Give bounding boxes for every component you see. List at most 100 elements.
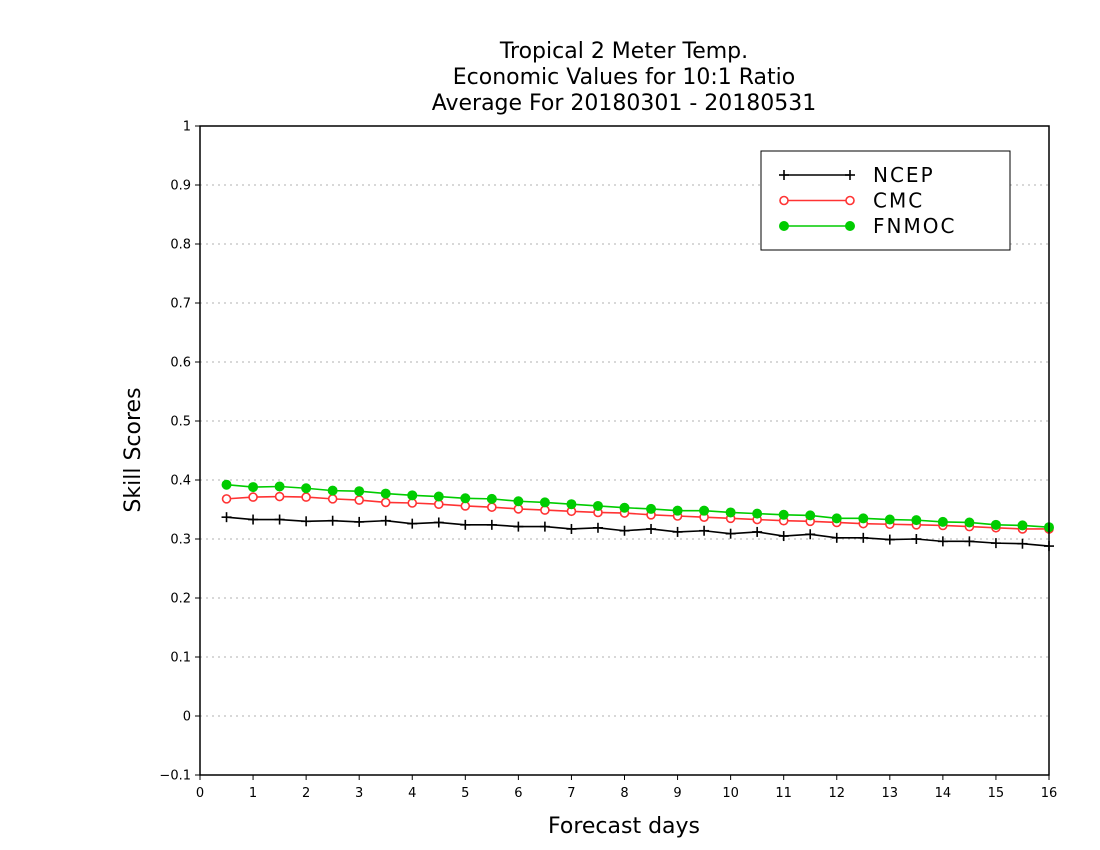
data-point-fnmoc bbox=[672, 505, 683, 516]
series-layer bbox=[221, 479, 1054, 552]
data-point-fnmoc bbox=[354, 486, 365, 497]
data-point-fnmoc bbox=[248, 482, 259, 493]
data-point-fnmoc bbox=[699, 505, 710, 516]
data-point-fnmoc bbox=[778, 509, 789, 520]
data-point-ncep bbox=[778, 531, 789, 542]
data-point-fnmoc bbox=[274, 481, 285, 492]
legend-marker bbox=[779, 195, 789, 206]
data-point-ncep bbox=[725, 528, 736, 539]
data-point-ncep bbox=[407, 518, 418, 529]
x-tick-label: 9 bbox=[673, 786, 681, 801]
data-point-ncep bbox=[460, 519, 471, 530]
y-tick-label: 0.1 bbox=[170, 651, 191, 666]
data-point-fnmoc bbox=[460, 493, 471, 504]
data-point-fnmoc bbox=[725, 507, 736, 518]
data-point-ncep bbox=[831, 532, 842, 543]
data-point-fnmoc bbox=[539, 497, 550, 508]
data-point-ncep bbox=[884, 534, 895, 545]
data-point-ncep bbox=[672, 526, 683, 537]
data-point-fnmoc bbox=[1017, 520, 1028, 531]
data-point-ncep bbox=[1017, 538, 1028, 549]
data-point-ncep bbox=[274, 514, 285, 525]
data-point-cmc bbox=[274, 491, 285, 502]
x-tick-label: 16 bbox=[1041, 786, 1058, 801]
data-point-ncep bbox=[513, 521, 524, 532]
data-point-fnmoc bbox=[301, 483, 312, 494]
legend-box bbox=[760, 150, 1011, 251]
data-point-ncep bbox=[619, 525, 630, 536]
data-point-ncep bbox=[858, 532, 869, 543]
chart-title-line-1: Tropical 2 Meter Temp. bbox=[499, 39, 748, 64]
data-point-ncep bbox=[752, 526, 763, 537]
data-point-fnmoc bbox=[858, 513, 869, 524]
legend-marker bbox=[779, 170, 789, 180]
chart-title-line-3: Average For 20180301 - 20180531 bbox=[432, 91, 817, 116]
y-tick-label: 0.9 bbox=[170, 179, 191, 194]
x-tick-label: 0 bbox=[196, 786, 204, 801]
data-point-ncep bbox=[248, 514, 259, 525]
x-tick-label: 7 bbox=[567, 786, 575, 801]
data-point-fnmoc bbox=[884, 514, 895, 525]
data-point-ncep bbox=[433, 517, 444, 528]
data-point-ncep bbox=[380, 515, 391, 526]
data-point-fnmoc bbox=[752, 508, 763, 519]
data-point-ncep bbox=[699, 525, 710, 536]
data-point-fnmoc bbox=[990, 519, 1001, 530]
series-ncep bbox=[221, 512, 1054, 552]
data-point-fnmoc bbox=[566, 499, 577, 510]
x-tick-label: 13 bbox=[882, 786, 899, 801]
x-tick-label: 6 bbox=[514, 786, 522, 801]
data-point-cmc bbox=[487, 502, 497, 512]
data-point-ncep bbox=[937, 536, 948, 547]
data-point-fnmoc bbox=[380, 488, 391, 499]
legend-marker bbox=[845, 221, 855, 231]
y-tick-label: 0.3 bbox=[170, 533, 191, 548]
grid-lines bbox=[200, 184, 1049, 717]
x-tick-label: 2 bbox=[302, 786, 310, 801]
legend-item-cmc: CMC bbox=[779, 189, 924, 213]
data-point-cmc bbox=[248, 492, 258, 502]
x-axis-label: Forecast days bbox=[548, 814, 700, 839]
legend-item-ncep: NCEP bbox=[779, 163, 935, 187]
data-point-ncep bbox=[354, 516, 365, 527]
data-point-ncep bbox=[964, 536, 975, 547]
x-tick-label: 3 bbox=[355, 786, 363, 801]
data-point-fnmoc bbox=[831, 513, 842, 524]
legend-item-fnmoc: FNMOC bbox=[779, 214, 956, 238]
legend-label-cmc: CMC bbox=[873, 189, 924, 213]
data-point-fnmoc bbox=[619, 502, 630, 513]
x-tick-label: 14 bbox=[935, 786, 952, 801]
data-point-fnmoc bbox=[964, 517, 975, 528]
data-point-ncep bbox=[990, 538, 1001, 549]
data-point-fnmoc bbox=[937, 516, 948, 527]
x-tick-label: 11 bbox=[775, 786, 792, 801]
legend-marker bbox=[779, 221, 789, 231]
legend-label-ncep: NCEP bbox=[873, 163, 935, 187]
series-line-cmc bbox=[226, 495, 1049, 530]
data-point-ncep bbox=[592, 522, 603, 533]
data-point-ncep bbox=[327, 515, 338, 526]
x-tick-label: 15 bbox=[988, 786, 1005, 801]
data-point-fnmoc bbox=[646, 503, 657, 514]
data-point-cmc bbox=[354, 495, 364, 505]
data-point-fnmoc bbox=[433, 491, 444, 502]
x-tick-label: 5 bbox=[461, 786, 469, 801]
x-tick-label: 12 bbox=[828, 786, 845, 801]
data-point-ncep bbox=[486, 519, 497, 530]
data-point-ncep bbox=[301, 516, 312, 527]
y-tick-label: 0 bbox=[183, 710, 191, 725]
chart-title-line-2: Economic Values for 10:1 Ratio bbox=[453, 65, 795, 90]
data-point-fnmoc bbox=[407, 490, 418, 501]
y-tick-label: 1 bbox=[183, 120, 191, 135]
chart-title: Tropical 2 Meter Temp. Economic Values f… bbox=[432, 39, 817, 116]
data-point-cmc bbox=[327, 494, 338, 504]
series-fnmoc bbox=[221, 479, 1054, 533]
data-point-ncep bbox=[911, 534, 922, 544]
x-tick-label: 1 bbox=[249, 786, 257, 801]
y-tick-labels: −0.1 0 0.1 0.2 0.3 0.4 0.5 0.6 0.7 0.8 0.9 1 bbox=[159, 120, 191, 784]
x-tick-label: 4 bbox=[408, 786, 416, 801]
legend-label-fnmoc: FNMOC bbox=[873, 214, 956, 238]
